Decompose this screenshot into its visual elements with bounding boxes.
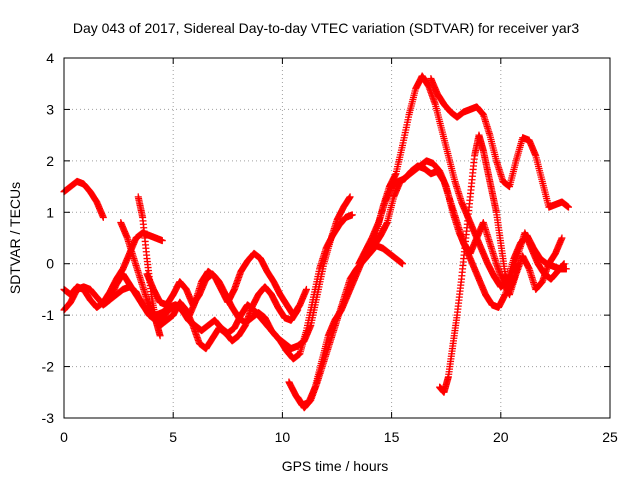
x-axis-label: GPS time / hours — [282, 458, 389, 474]
y-tick-label: 4 — [46, 50, 54, 66]
axis-ticks — [63, 57, 611, 419]
y-tick-label: -3 — [42, 410, 55, 426]
series-s9 — [294, 242, 407, 412]
y-tick-label: 0 — [46, 256, 54, 272]
series-s5 — [117, 219, 302, 353]
x-tick-label: 20 — [493, 429, 509, 445]
series-s1 — [60, 177, 107, 221]
chart-title: Day 043 of 2017, Sidereal Day-to-day VTE… — [73, 20, 579, 36]
x-tick-label: 15 — [384, 429, 400, 445]
series-s12 — [427, 75, 573, 211]
x-tick-label: 0 — [60, 429, 68, 445]
plot-frame — [63, 57, 611, 419]
y-tick-label: 1 — [46, 204, 54, 220]
point-marker — [348, 211, 356, 219]
series-s13 — [436, 131, 522, 396]
point-marker — [156, 332, 164, 340]
y-axis-label: SDTVAR / TECUs — [7, 182, 23, 294]
point-marker — [399, 260, 407, 268]
x-tick-label: 5 — [169, 429, 177, 445]
point-marker — [158, 237, 166, 245]
x-tick-label: 25 — [602, 429, 618, 445]
point-marker — [346, 193, 354, 201]
point-marker — [99, 213, 107, 221]
y-tick-label: 2 — [46, 153, 54, 169]
point-marker — [565, 203, 573, 211]
point-marker — [558, 234, 566, 242]
series-s6 — [134, 193, 164, 340]
point-marker — [302, 285, 310, 293]
tick-labels: 0 5 10 15 20 25 -3 -2 -1 0 1 2 3 4 — [42, 50, 618, 445]
y-tick-label: -1 — [42, 307, 55, 323]
point-marker — [562, 265, 570, 273]
point-marker — [514, 260, 522, 268]
series-s7 — [143, 193, 354, 353]
data-points — [60, 72, 573, 412]
x-tick-label: 10 — [275, 429, 291, 445]
point-marker — [294, 306, 302, 314]
y-tick-label: 3 — [46, 101, 54, 117]
y-tick-label: -2 — [42, 359, 55, 375]
